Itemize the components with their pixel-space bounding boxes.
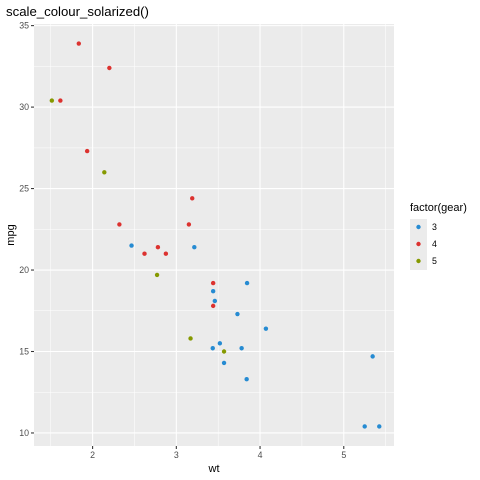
data-point-gear-5	[221, 349, 227, 354]
chart-title: scale_colour_solarized()	[6, 4, 149, 19]
legend-key-point	[416, 258, 421, 264]
data-point-gear-3	[235, 311, 240, 317]
data-point-gear-4	[190, 196, 195, 201]
data-point-gear-3	[210, 289, 216, 294]
data-point-gear-3	[129, 243, 134, 248]
legend-label: 5	[432, 256, 437, 266]
x-tick-label: 3	[174, 450, 179, 460]
y-tick-label: 35	[19, 21, 29, 31]
data-point-gear-3	[210, 346, 215, 351]
data-point-gear-4	[186, 222, 192, 227]
plot-panel	[34, 24, 394, 446]
legend-key-point	[416, 224, 421, 230]
y-tick-label: 20	[19, 265, 29, 275]
data-point-gear-3	[217, 341, 223, 346]
y-tick-label: 10	[19, 428, 29, 438]
x-axis-title: wt	[208, 463, 220, 475]
y-tick-label: 25	[19, 184, 29, 194]
data-point-gear-5	[154, 272, 160, 278]
data-point-gear-3	[370, 354, 375, 359]
data-point-gear-5	[102, 170, 107, 175]
data-point-gear-3	[212, 298, 218, 304]
legend-title: factor(gear)	[410, 202, 467, 214]
data-point-gear-4	[163, 251, 169, 256]
y-tick-label: 30	[19, 102, 29, 112]
data-point-gear-3	[192, 245, 197, 250]
x-tick-label: 2	[90, 450, 95, 460]
data-point-gear-4	[58, 98, 63, 103]
x-tick-label: 4	[258, 450, 263, 460]
data-point-gear-3	[244, 280, 250, 286]
data-point-gear-5	[188, 336, 193, 341]
legend-key-point	[416, 241, 421, 247]
data-point-gear-4	[117, 222, 122, 227]
gridlines	[34, 24, 394, 446]
legend-label: 4	[432, 239, 437, 249]
data-point-gear-3	[239, 346, 244, 351]
data-point-gear-4	[210, 280, 216, 286]
data-point-gear-4	[142, 251, 147, 256]
y-axis-title: mpg	[5, 224, 17, 245]
x-tick-label: 5	[341, 450, 346, 460]
data-point-gear-3	[377, 424, 382, 429]
legend-label: 3	[432, 222, 437, 232]
data-point-gear-5	[49, 98, 55, 103]
data-point-gear-4	[155, 245, 161, 250]
data-point-gear-4	[76, 41, 81, 46]
data-point-gear-3	[263, 326, 269, 331]
data-points	[49, 41, 382, 429]
data-point-gear-3	[221, 360, 227, 366]
data-point-gear-3	[244, 376, 249, 382]
data-point-gear-3	[362, 424, 367, 429]
data-point-gear-4	[210, 303, 216, 309]
legend: factor(gear) 3 4 5	[410, 202, 467, 270]
y-tick-label: 15	[19, 346, 29, 356]
data-point-gear-4	[84, 148, 90, 154]
data-point-gear-4	[107, 65, 112, 71]
axes: 2 3 4 5 10 15 20 25 30 35	[19, 21, 346, 460]
